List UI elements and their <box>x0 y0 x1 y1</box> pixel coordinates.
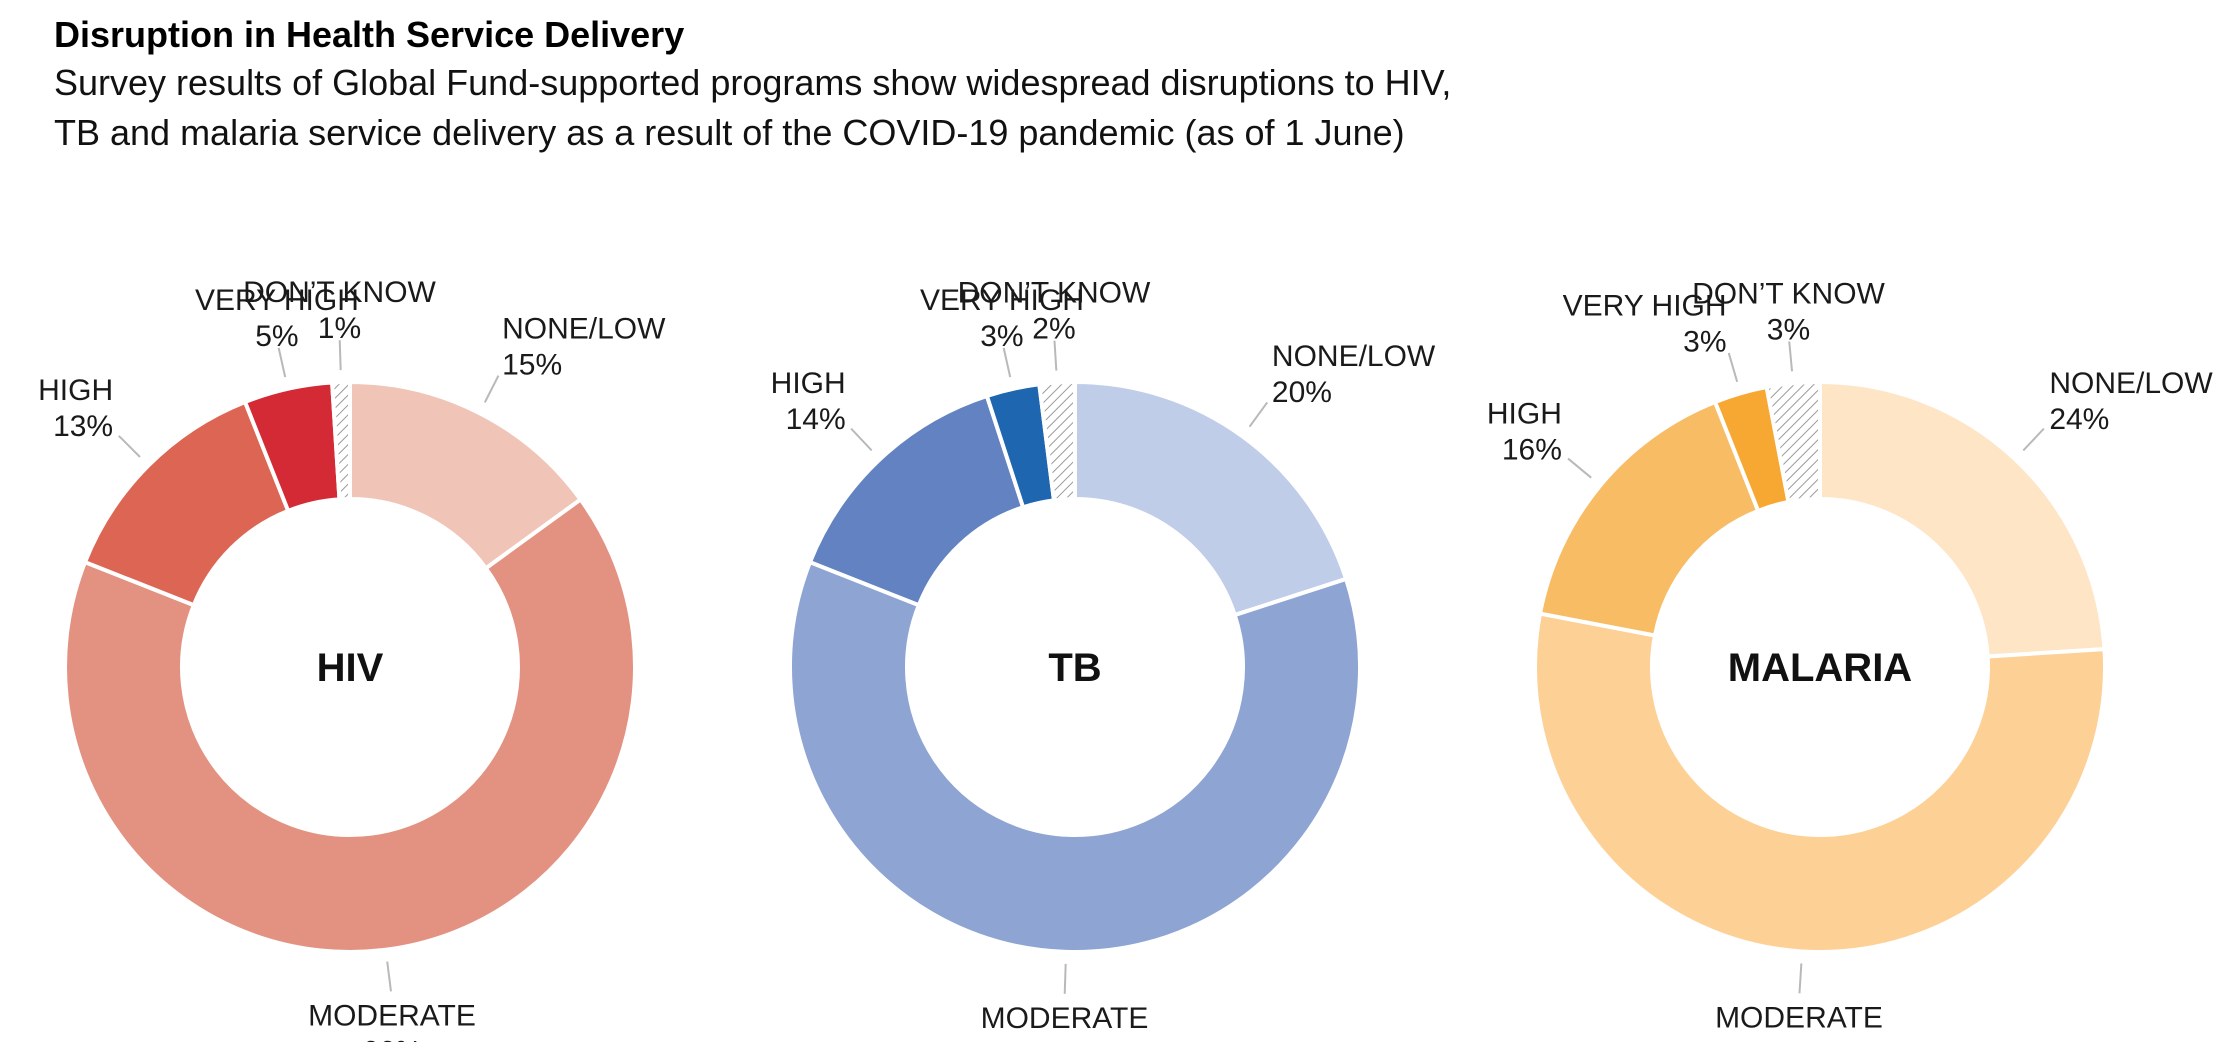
malaria-slice-high <box>1538 400 1761 638</box>
malaria-leader-very-high <box>1727 352 1739 383</box>
hiv-slice-moderate <box>63 497 637 954</box>
hiv-value-label-high: 13% <box>53 410 113 443</box>
tb-value-label-moderate: 61% <box>1034 1038 1094 1042</box>
malaria-label-very-high: VERY HIGH <box>1563 289 1727 322</box>
malaria-value-label-none-low: 24% <box>2049 403 2109 436</box>
hiv-label-none-low: NONE/LOW <box>502 313 666 346</box>
tb-value-label-dont-know: 2% <box>1032 313 1075 346</box>
hiv-value-label-none-low: 15% <box>502 349 562 382</box>
tb-label-very-high: VERY HIGH <box>920 284 1084 317</box>
malaria-slice-dont-know <box>1764 380 1822 504</box>
tb-value-label-very-high: 3% <box>980 320 1023 353</box>
tb-slice-none-low <box>1073 380 1349 618</box>
hiv-label-moderate: MODERATE <box>308 999 476 1032</box>
hiv-slice-dont-know <box>330 380 352 502</box>
hiv-label-dont-know: DON’T KNOW <box>243 276 436 309</box>
hiv-leader-very-high <box>277 347 287 378</box>
malaria-label-none-low: NONE/LOW <box>2049 367 2213 400</box>
malaria-leader-none-low <box>2022 427 2045 452</box>
malaria-value-label-high: 16% <box>1502 433 1562 466</box>
tb-label-moderate: MODERATE <box>981 1002 1149 1035</box>
tb-value-label-high: 14% <box>786 403 846 436</box>
tb-label-high: HIGH <box>771 367 846 400</box>
hiv-label-very-high: VERY HIGH <box>195 284 359 317</box>
tb-leader-dont-know <box>1053 340 1058 371</box>
malaria-value-label-dont-know: 3% <box>1767 313 1810 346</box>
tb-value-label-none-low: 20% <box>1272 376 1332 409</box>
tb-slice-moderate <box>788 560 1362 954</box>
malaria-value-label-very-high: 3% <box>1683 325 1726 358</box>
chart-subtitle-line-2: TB and malaria service delivery as a res… <box>54 112 1405 153</box>
tb-slice-dont-know <box>1037 380 1077 503</box>
malaria-leader-moderate <box>1798 963 1803 994</box>
chart-header: Disruption in Health Service Delivery Su… <box>54 12 1754 158</box>
hiv-leader-high <box>118 435 141 458</box>
tb-leader-moderate <box>1063 963 1067 994</box>
malaria-slice-moderate <box>1533 611 2107 954</box>
malaria-label-high: HIGH <box>1487 397 1562 430</box>
malaria-leader-dont-know <box>1788 341 1794 372</box>
hiv-value-label-very-high: 5% <box>255 320 298 353</box>
tb-label-none-low: NONE/LOW <box>1272 340 1436 373</box>
hiv-value-label-moderate: 66% <box>362 1035 422 1042</box>
tb-label-dont-know: DON’T KNOW <box>958 277 1151 310</box>
hiv-leader-none-low <box>483 375 500 403</box>
tb-center-label: TB <box>1048 646 1101 690</box>
hiv-slice-none-low <box>348 380 583 571</box>
hiv-leader-moderate <box>386 961 392 992</box>
malaria-leader-high <box>1567 457 1592 479</box>
tb-leader-high <box>850 427 873 452</box>
hiv-label-high: HIGH <box>38 374 113 407</box>
tb-leader-very-high <box>1002 347 1012 378</box>
hiv-leader-dont-know <box>338 340 342 371</box>
hiv-value-label-dont-know: 1% <box>318 312 361 345</box>
malaria-value-label-moderate: 54% <box>1769 1037 1829 1042</box>
hiv-center-label: HIV <box>317 646 384 690</box>
chart-subtitle-line-1: Survey results of Global Fund-supported … <box>54 62 1452 103</box>
malaria-slice-none-low <box>1818 380 2107 659</box>
malaria-label-moderate: MODERATE <box>1715 1001 1883 1034</box>
malaria-label-dont-know: DON’T KNOW <box>1692 277 1885 310</box>
chart-title: Disruption in Health Service Delivery <box>54 14 685 55</box>
malaria-center-label: MALARIA <box>1728 646 1912 690</box>
tb-leader-none-low <box>1248 401 1269 428</box>
